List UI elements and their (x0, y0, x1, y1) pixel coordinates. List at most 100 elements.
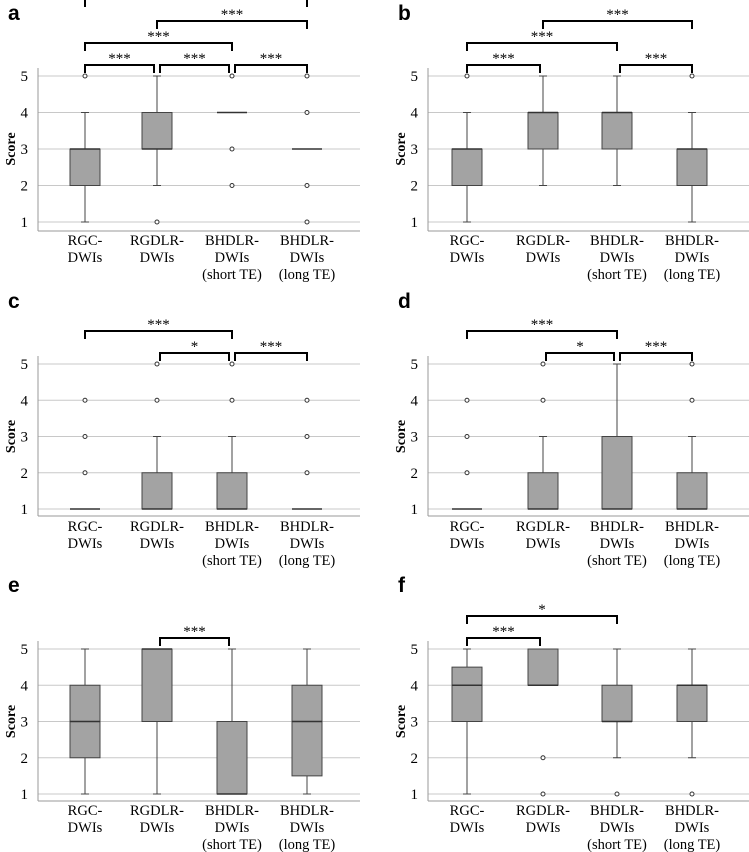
x-tick-label: (long TE) (279, 267, 336, 283)
x-tick-label: DWIs (140, 250, 175, 266)
x-tick-label: BHDLR- (280, 519, 334, 535)
y-tick-label: 2 (411, 179, 419, 195)
significance-label: *** (147, 317, 170, 333)
x-tick-label: (short TE) (587, 267, 647, 283)
significance-bracket: *** (542, 7, 693, 29)
x-tick-label: (short TE) (202, 267, 262, 283)
iqr-box (451, 666, 483, 722)
y-axis-label: Score (4, 705, 19, 738)
x-tick-label: DWIs (290, 536, 325, 552)
y-tick-label: 3 (411, 142, 419, 158)
x-tick-label: DWIs (215, 250, 250, 266)
iqr-box (676, 684, 708, 722)
x-tick-label: RGC- (68, 233, 103, 249)
y-tick-label: 4 (411, 106, 419, 122)
panel-c: c12345ScoreRGC-DWIsRGDLR-DWIsBHDLR-DWIs(… (4, 290, 360, 569)
outlier-point (464, 397, 470, 403)
x-tick-label: RGDLR- (130, 519, 184, 535)
box-4 (676, 648, 708, 797)
x-tick-label: RGC- (68, 519, 103, 535)
x-tick-label: BHDLR- (665, 233, 719, 249)
y-tick-label: 4 (21, 678, 29, 694)
x-tick-label: DWIs (600, 536, 635, 552)
bracket-line (545, 352, 615, 361)
significance-label: * (192, 0, 200, 1)
x-tick-label: BHDLR- (280, 803, 334, 819)
x-tick-label: DWIs (675, 820, 710, 836)
box-4 (676, 73, 708, 223)
y-tick-label: 3 (411, 715, 419, 731)
significance-label: *** (260, 51, 283, 67)
box-3 (216, 648, 248, 795)
outlier-point (154, 219, 160, 225)
x-tick-label: DWIs (526, 536, 561, 552)
y-tick-label: 4 (21, 106, 29, 122)
bracket-line (84, 42, 233, 51)
x-tick-label: DWIs (675, 250, 710, 266)
significance-bracket: *** (156, 7, 308, 29)
significance-bracket: * (466, 602, 618, 624)
panel-d: d12345ScoreRGC-DWIsRGDLR-DWIsBHDLR-DWIs(… (394, 290, 749, 569)
panel-label: c (8, 290, 20, 313)
y-tick-label: 3 (21, 142, 29, 158)
significance-bracket: *** (619, 51, 693, 73)
x-tick-label: DWIs (68, 536, 103, 552)
x-tick-label: BHDLR- (590, 233, 644, 249)
box-4 (292, 397, 322, 510)
x-tick-label: DWIs (675, 536, 710, 552)
x-tick-label: RGDLR- (516, 803, 570, 819)
panel-e: e12345ScoreRGC-DWIsRGDLR-DWIsBHDLR-DWIs(… (4, 574, 360, 852)
bracket-line (159, 352, 230, 361)
y-tick-label: 5 (411, 642, 419, 658)
y-tick-label: 3 (411, 430, 419, 446)
outlier-point (229, 183, 235, 188)
box-3 (217, 73, 247, 188)
x-tick-label: BHDLR- (205, 519, 259, 535)
x-tick-label: DWIs (215, 536, 250, 552)
box-1 (70, 397, 100, 510)
iqr-box (216, 472, 248, 510)
box-1 (451, 73, 483, 223)
iqr-box (141, 112, 173, 150)
y-tick-label: 2 (21, 751, 29, 767)
box-3 (601, 363, 633, 510)
x-tick-label: RGDLR- (516, 233, 570, 249)
bracket-line (156, 20, 308, 29)
significance-label: *** (260, 339, 283, 355)
x-tick-label: RGDLR- (516, 519, 570, 535)
box-2 (527, 361, 559, 510)
iqr-box (451, 148, 483, 186)
outlier-point (229, 361, 235, 367)
outlier-point (540, 755, 546, 761)
panel-a: a12345ScoreRGC-DWIsRGDLR-DWIsBHDLR-DWIs(… (4, 0, 360, 283)
bracket-line (84, 330, 233, 339)
y-tick-label: 1 (411, 502, 419, 518)
x-tick-label: DWIs (526, 250, 561, 266)
outlier-point (689, 397, 695, 403)
significance-bracket: * (159, 339, 230, 361)
outlier-point (154, 397, 160, 403)
x-tick-label: (short TE) (587, 553, 647, 569)
y-tick-label: 2 (21, 466, 29, 482)
significance-bracket: *** (234, 51, 308, 73)
y-axis-label: Score (4, 420, 19, 453)
x-tick-label: (short TE) (202, 553, 262, 569)
box-2 (527, 648, 559, 797)
bracket-line (466, 615, 618, 624)
box-2 (141, 361, 173, 510)
significance-bracket: *** (84, 317, 233, 339)
significance-label: * (191, 339, 199, 355)
iqr-box (601, 684, 633, 722)
x-tick-label: (long TE) (279, 837, 336, 852)
box-4 (291, 648, 323, 795)
outlier-point (304, 110, 310, 115)
bracket-line (234, 352, 308, 361)
bracket-line (159, 637, 230, 646)
y-axis-label: Score (394, 420, 409, 453)
bracket-line (466, 42, 618, 51)
outlier-point (464, 470, 470, 476)
significance-label: *** (645, 339, 668, 355)
x-tick-label: RGC- (450, 519, 485, 535)
outlier-point (82, 434, 88, 439)
outlier-point (540, 397, 546, 403)
